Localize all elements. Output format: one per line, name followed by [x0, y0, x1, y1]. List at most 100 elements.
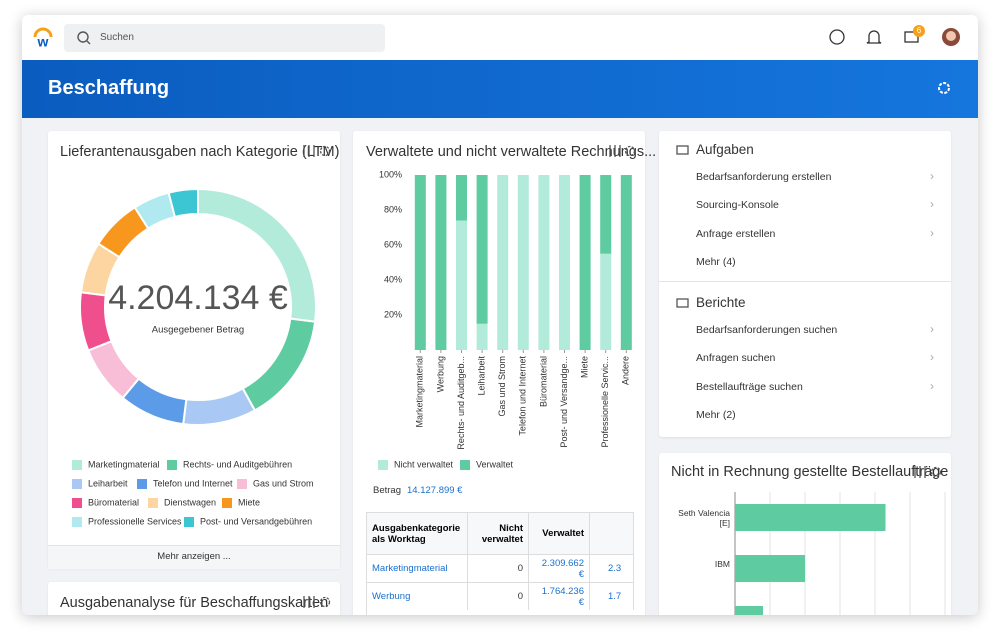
page-content: Suchen 6 Beschaffung Mehr anzeigen ... L…	[22, 15, 978, 615]
divider	[659, 281, 951, 282]
chart-layer: w 4.204.134 € Ausgegebener Betrag Market…	[33, 27, 960, 615]
total-value[interactable]: 14.127.899 €	[407, 485, 463, 496]
list-item[interactable]: Bestellaufträge suchen	[696, 380, 803, 393]
logo: w	[37, 34, 49, 50]
tasks-card	[659, 131, 951, 437]
y-tick-label: 40%	[384, 274, 402, 284]
settings-icon[interactable]	[624, 145, 636, 157]
legend-swatch	[137, 479, 147, 489]
legend-swatch	[72, 460, 82, 470]
search-placeholder: Suchen	[100, 32, 134, 43]
legend-label: Gas und Strom	[253, 478, 314, 488]
bar-segment	[538, 175, 550, 350]
donut-segment	[79, 291, 113, 352]
x-tick-label: Rechts- und Auditgeb...	[456, 356, 466, 450]
x-tick-label: Marketingmaterial	[415, 356, 425, 428]
legend-label: Marketingmaterial	[88, 459, 160, 469]
table-header: Ausgabenkategorie als Worktag Nicht verw…	[367, 513, 634, 555]
y-tick-label: 60%	[384, 239, 402, 249]
bar-segment	[517, 175, 529, 350]
table-row: Marketingmaterial 0 2.309.662 €2.3	[367, 554, 634, 583]
search-box[interactable]	[64, 24, 385, 52]
settings-icon[interactable]	[938, 82, 950, 94]
table-cell[interactable]: 2.3	[589, 554, 634, 583]
settings-icon[interactable]	[319, 596, 331, 608]
search-icon	[77, 31, 89, 43]
chat-icon[interactable]	[829, 29, 845, 45]
card-footer[interactable]	[48, 545, 340, 569]
inbox-badge: 6	[913, 25, 925, 37]
table-cell[interactable]: 2.309.662 €	[528, 554, 590, 583]
chevron: ›	[930, 378, 934, 393]
list-item[interactable]: Anfragen suchen	[696, 352, 776, 365]
table-cell[interactable]: Werbung	[367, 582, 468, 610]
filter-icon[interactable]	[303, 145, 315, 157]
table-cell: 0	[467, 554, 530, 583]
bell-icon[interactable]	[866, 30, 882, 44]
legend-swatch	[72, 517, 82, 527]
section-title: Aufgaben	[696, 142, 754, 157]
bar-segment	[559, 175, 570, 350]
bar-segment	[476, 323, 488, 350]
table-wrap: Ausgabenkategorie als Worktag Nicht verw…	[366, 512, 634, 615]
donut-segment	[167, 187, 199, 219]
table-cell[interactable]: Marketingmaterial	[367, 554, 468, 583]
y-tick-label: ABEX	[670, 610, 730, 612]
chevron: ›	[930, 197, 934, 212]
y-tick-label: 80%	[384, 204, 402, 214]
page-title: Beschaffung	[48, 77, 170, 99]
section-title: Berichte	[696, 295, 746, 310]
settings-icon[interactable]	[319, 145, 331, 157]
bar-segment	[456, 175, 467, 221]
legend-swatch	[72, 479, 82, 489]
list-item[interactable]: Mehr (4)	[696, 255, 736, 268]
legend-label: Dienstwagen	[164, 497, 216, 507]
table-cell[interactable]: 1.764.236 €	[528, 582, 590, 610]
bar-segment	[620, 175, 632, 350]
legend-swatch	[72, 498, 82, 508]
legend-label: Post- und Versandgebühren	[200, 516, 312, 526]
x-tick-label: Leiharbeit	[476, 356, 486, 396]
filter-icon[interactable]	[303, 596, 315, 608]
bar-segment	[435, 175, 447, 350]
card-title: Ausgabenanalyse für Beschaffungskarten	[60, 595, 329, 611]
filter-icon[interactable]	[914, 466, 926, 478]
header-cell: Ausgabenkategorie als Worktag	[367, 513, 468, 555]
bar-segment	[497, 175, 509, 350]
app-window: Suchen 6 Beschaffung Mehr anzeigen ... L…	[22, 15, 978, 615]
bar-segment	[456, 220, 467, 350]
table-cell[interactable]: 1.7	[589, 582, 634, 610]
settings-icon[interactable]	[930, 466, 942, 478]
avatar	[946, 31, 956, 41]
center-label: Ausgegebener Betrag	[152, 325, 244, 336]
bar-segment	[579, 175, 591, 350]
filter-icon[interactable]	[609, 145, 621, 157]
y-tick-label: 100%	[379, 169, 402, 179]
task-icon	[676, 145, 689, 155]
header-cell: Verwaltet	[528, 513, 590, 555]
legend-label: Nicht verwaltet	[394, 459, 454, 469]
list-item[interactable]: Bedarfsanforderungen suchen	[696, 324, 838, 336]
list-item[interactable]: Bedarfsanforderung erstellen	[696, 171, 832, 183]
donut-segment	[241, 317, 317, 412]
legend-label: Miete	[238, 497, 260, 507]
more-link[interactable]: Mehr anzeigen ...	[157, 551, 231, 562]
x-tick-label: Büromaterial	[538, 356, 548, 407]
bar	[735, 555, 805, 582]
chevron: ›	[930, 350, 934, 365]
list-item[interactable]: Mehr (2)	[696, 408, 736, 421]
legend-label: Professionelle Services	[88, 516, 182, 526]
inbox-icon[interactable]	[904, 31, 919, 43]
list-item[interactable]: Anfrage erstellen	[696, 227, 776, 240]
bar	[735, 504, 886, 531]
legend-label: Telefon und Internet	[153, 478, 233, 488]
search-icon	[86, 40, 91, 45]
chevron: ›	[930, 225, 934, 240]
legend-label: Büromaterial	[88, 497, 139, 507]
legend-label: Leiharbeit	[88, 478, 128, 488]
legend-swatch	[378, 460, 388, 470]
list-item[interactable]: Sourcing-Konsole	[696, 199, 779, 212]
data-table: Ausgabenkategorie als Worktag Nicht verw…	[367, 513, 634, 610]
card-title: Nicht in Rechnung gestellte Bestellauftr…	[671, 464, 949, 480]
